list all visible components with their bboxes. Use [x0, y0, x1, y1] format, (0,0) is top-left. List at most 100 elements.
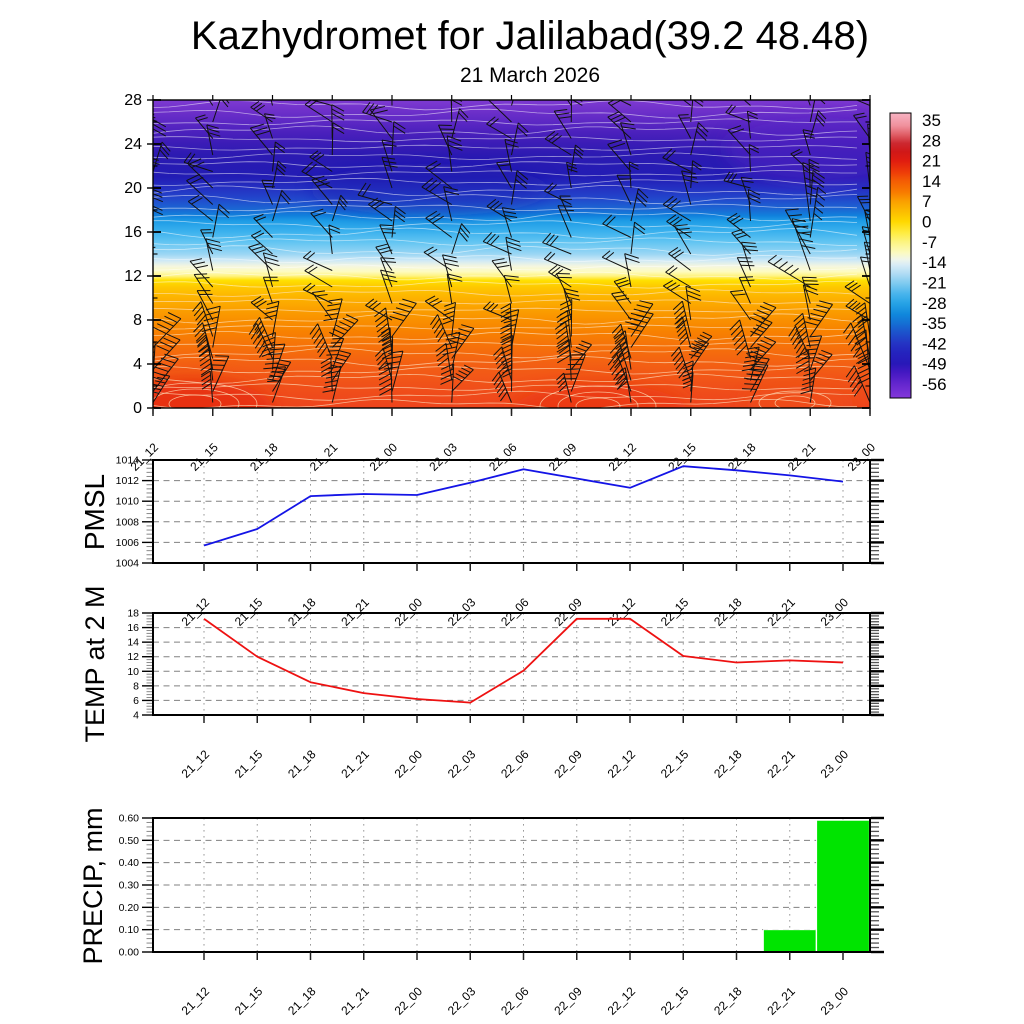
x-tick-label: 22_15	[658, 595, 692, 629]
colorbar-tick-label: -21	[922, 273, 947, 292]
y-tick-label: 18	[127, 608, 139, 620]
x-tick-labels: 21_12 21_15 21_18 21_21 22_00 22_03 22_06 22_09…	[179, 563, 852, 629]
y-tick-label: 0.50	[119, 835, 140, 847]
x-tick-label: 22_09	[551, 595, 585, 629]
contour-lines	[153, 100, 858, 408]
x-tick-label: 22_00	[392, 595, 426, 629]
x-tick-label: 21_15	[232, 747, 266, 781]
contour-y-tick-label: 24	[124, 136, 142, 153]
contour-y-tick-label: 4	[133, 356, 142, 373]
x-tick-label: 22_21	[764, 595, 798, 629]
x-tick-label: 21_21	[338, 595, 372, 629]
temp-chart: 4 6 8 10 12 14 16 18 21_12 21_15 21_18 21_21 22_00 22…	[127, 608, 884, 781]
y-tick-label: 14	[127, 637, 139, 649]
y-tick-label: 0.10	[119, 924, 140, 936]
series-line	[203, 465, 844, 547]
x-tick-label: 22_12	[605, 747, 639, 781]
x-tick-label: 22_12	[605, 984, 639, 1018]
y-tick-label: 1012	[116, 475, 140, 487]
x-tick-label: 22_21	[764, 747, 798, 781]
x-tick-label: 21_15	[232, 984, 266, 1018]
x-tick-label: 22_09	[551, 747, 585, 781]
y-tick-label: 12	[127, 651, 139, 663]
y-axis: 1004 1006 1008 1010 1012 1014	[116, 455, 884, 570]
x-tick-label: 22_12	[605, 595, 639, 629]
x-tick-label: 21_21	[338, 747, 372, 781]
x-tick-label: 22_15	[658, 747, 692, 781]
x-tick-label: 21_18	[285, 595, 319, 629]
x-tick-label: 21_12	[179, 984, 213, 1018]
page-title: Kazhydromet for Jalilabad(39.2 48.48)	[190, 14, 870, 58]
x-tick-label: 22_18	[711, 984, 745, 1018]
colorbar-tick-label: 35	[922, 111, 941, 130]
panel-frame	[152, 459, 871, 564]
vertical-gridlines	[203, 460, 844, 563]
y-tick-label: 0.00	[119, 947, 140, 959]
x-tick-label: 22_09	[551, 984, 585, 1018]
colorbar-tick-label: 7	[922, 192, 931, 211]
x-tick-label: 23_00	[818, 595, 852, 629]
x-tick-label: 21_15	[232, 595, 266, 629]
colorbar-tick-label: 21	[922, 152, 941, 171]
x-tick-label: 21_18	[285, 747, 319, 781]
x-tick-label: 21_21	[307, 440, 341, 474]
x-tick-label: 22_12	[606, 440, 640, 474]
panel-frame	[152, 817, 871, 953]
x-tick-label: 21_12	[179, 747, 213, 781]
precip-axis-title: PRECIP, mm	[78, 807, 108, 964]
precip-bar	[762, 929, 817, 953]
series-bars	[762, 819, 870, 953]
colorbar-tick-label: 14	[922, 172, 941, 191]
colorbar-tick-label: -42	[922, 334, 947, 353]
y-tick-label: 1014	[116, 455, 140, 467]
panel-frame	[152, 612, 871, 716]
y-tick-label: 0.30	[119, 880, 140, 892]
x-tick-label: 22_18	[725, 440, 759, 474]
colorbar-gradient	[889, 112, 912, 399]
x-tick-label: 22_06	[498, 595, 532, 629]
colorbar-tick-label: -14	[922, 253, 947, 272]
x-tick-label: 21_15	[187, 440, 221, 474]
precip-bar	[816, 819, 870, 953]
colorbar-tick-label: -49	[922, 355, 947, 374]
x-tick-label: 23_00	[818, 984, 852, 1018]
contour-y-tick-label: 20	[124, 180, 142, 197]
x-tick-label: 22_03	[445, 747, 479, 781]
x-tick-labels: 21_12 21_15 21_18 21_21 22_00 22_03 22_06 22_09…	[179, 952, 852, 1018]
y-tick-label: 8	[133, 680, 139, 692]
y-tick-label: 6	[133, 695, 139, 707]
vertical-gridlines	[203, 613, 844, 715]
horizontal-gridlines	[153, 839, 870, 931]
x-tick-label: 22_15	[665, 440, 699, 474]
y-tick-label: 1008	[116, 516, 140, 528]
page-subtitle: 21 March 2026	[459, 64, 601, 87]
temp-axis-title: TEMP at 2 M	[80, 585, 110, 742]
x-tick-label: 22_03	[426, 440, 460, 474]
y-tick-label: 0.40	[119, 857, 140, 869]
y-tick-label: 10	[127, 666, 139, 678]
colorbar-tick-label: -35	[922, 314, 947, 333]
contour-y-tick-label: 16	[124, 224, 142, 241]
x-tick-label: 21_18	[247, 440, 281, 474]
x-tick-label: 22_21	[785, 440, 819, 474]
x-tick-label: 22_18	[711, 747, 745, 781]
y-tick-label: 4	[133, 710, 139, 722]
x-tick-label: 21_12	[179, 595, 213, 629]
x-tick-label: 22_06	[486, 440, 520, 474]
colorbar-tick-label: -56	[922, 375, 947, 394]
x-tick-label: 22_09	[546, 440, 580, 474]
series-line	[203, 617, 844, 704]
x-tick-label: 22_00	[367, 440, 401, 474]
contour-y-tick-label: 8	[133, 312, 142, 329]
x-tick-label: 21_21	[338, 984, 372, 1018]
horizontal-gridlines	[153, 480, 870, 543]
colorbar-tick-label: -28	[922, 294, 947, 313]
colorbar-tick-label: 28	[922, 131, 941, 150]
contour-y-tick-label: 0	[133, 400, 142, 417]
wind-barbs	[153, 100, 870, 403]
contour-y-tick-label: 28	[124, 92, 142, 109]
contour-y-tick-label: 12	[124, 268, 142, 285]
